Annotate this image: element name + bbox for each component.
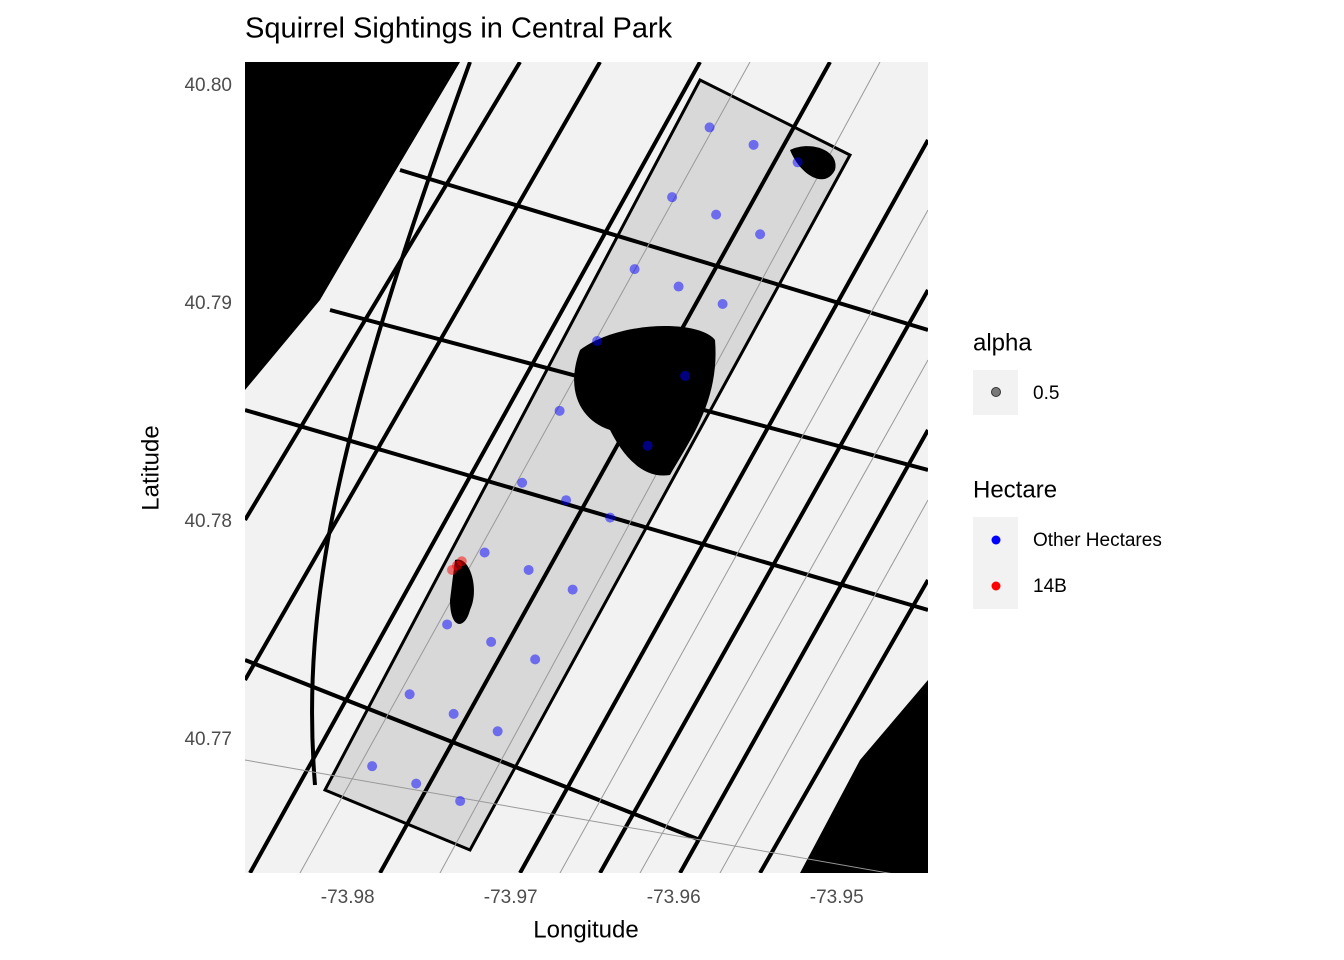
points <box>367 122 803 807</box>
point <box>442 619 453 630</box>
legend-label: Other Hectares <box>1033 530 1162 551</box>
point <box>367 761 378 772</box>
legend-label: 0.5 <box>1033 383 1059 404</box>
legend-symbol <box>991 535 1001 545</box>
point <box>456 556 467 567</box>
point <box>748 139 759 150</box>
point <box>492 726 503 737</box>
point <box>530 654 541 665</box>
point <box>605 512 616 523</box>
map-background <box>245 62 928 873</box>
point <box>567 584 578 595</box>
legend-label: 14B <box>1033 576 1067 597</box>
point <box>673 281 684 292</box>
x-axis-title: Longitude <box>533 916 638 943</box>
x-tick-label: -73.96 <box>647 887 701 908</box>
point <box>667 192 678 203</box>
point <box>629 264 640 275</box>
x-tick-label: -73.98 <box>321 887 375 908</box>
y-axis-title: Latitude <box>137 425 164 510</box>
point <box>479 547 490 558</box>
point <box>642 440 653 451</box>
point <box>411 778 422 789</box>
y-tick-label: 40.80 <box>184 75 232 96</box>
point <box>755 229 766 240</box>
legend-title: Hectare <box>973 476 1057 503</box>
x-tick-label: -73.97 <box>484 887 538 908</box>
point <box>517 477 528 488</box>
point <box>704 122 715 133</box>
point <box>792 157 803 168</box>
point <box>592 336 603 347</box>
point <box>680 370 691 381</box>
point <box>523 564 534 575</box>
point <box>404 689 415 700</box>
point <box>448 708 459 719</box>
y-tick-label: 40.78 <box>184 511 232 532</box>
point <box>554 405 565 416</box>
chart-title: Squirrel Sightings in Central Park <box>245 13 673 45</box>
point <box>561 495 572 506</box>
y-tick-label: 40.77 <box>184 729 232 750</box>
point <box>447 564 458 575</box>
legend-symbol <box>991 581 1001 591</box>
point <box>455 796 466 807</box>
point <box>711 209 722 220</box>
point <box>717 298 728 309</box>
y-tick-label: 40.79 <box>184 293 232 314</box>
point <box>486 636 497 647</box>
legend-symbol <box>991 387 1001 397</box>
x-tick-label: -73.95 <box>810 887 864 908</box>
legend-title: alpha <box>973 329 1032 356</box>
